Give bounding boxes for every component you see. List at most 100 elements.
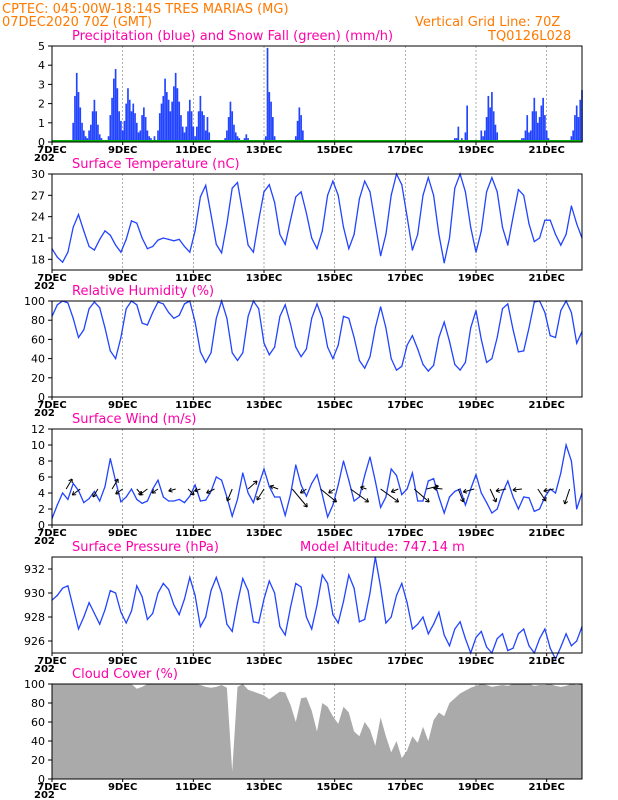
pressure-point [136, 585, 138, 587]
humidity-point [438, 336, 440, 339]
humidity-point [380, 306, 382, 308]
precip-bar [302, 130, 304, 142]
wind-point [380, 506, 382, 508]
precip-bar [533, 97, 536, 142]
precip-bar [489, 107, 491, 142]
wind-point [168, 500, 170, 502]
precip-bar [457, 126, 460, 142]
wind-point [321, 494, 323, 496]
wind-point [146, 500, 148, 502]
temperature-point [576, 223, 578, 225]
humidity-frame [51, 300, 583, 398]
cloud-date-label: 11DEC [175, 782, 211, 793]
precip-bar [130, 111, 133, 142]
pressure-point [168, 588, 170, 591]
temperature-point [157, 239, 159, 241]
wind-date-label: 11DEC [175, 528, 211, 539]
pressure-point [464, 638, 466, 640]
humidity-ytick-label: 100 [24, 295, 45, 308]
precip-bar [79, 107, 82, 142]
precip-bar [81, 122, 83, 142]
wind-point [342, 460, 345, 462]
wind-arrow-head [462, 488, 468, 494]
humidity-date-label: 15DEC [316, 400, 352, 411]
humidity-point [369, 356, 371, 358]
wind-point [305, 495, 307, 497]
temperature-point [565, 233, 567, 235]
precip-bar [466, 105, 469, 142]
grid-line-note: Vertical Grid Line: 70Z [415, 15, 560, 30]
wind-arrow [360, 486, 367, 490]
precip-bar [531, 111, 534, 142]
precip-bar [264, 136, 267, 142]
humidity-date-label: 7DEC [37, 400, 66, 411]
pressure-point [448, 645, 451, 647]
humidity-point [242, 352, 244, 354]
temperature-point [146, 248, 148, 250]
pressure-point [496, 638, 498, 640]
precip-bar [158, 113, 161, 142]
wind-ytick-label: 8 [38, 455, 45, 468]
wind-point [311, 482, 313, 484]
pressure-point [125, 622, 127, 624]
wind-arrow-head [332, 498, 338, 503]
pressure-point [316, 604, 318, 606]
wind-point [369, 456, 371, 458]
pressure-point [517, 633, 520, 635]
humidity-point [157, 301, 159, 303]
precip-bar [229, 101, 232, 142]
humidity-point [496, 336, 498, 339]
pressure-point [311, 628, 313, 630]
pressure-point [205, 616, 207, 618]
precip-bar [544, 115, 546, 142]
temperature-point [136, 222, 138, 224]
temperature-point [380, 255, 382, 257]
temperature-point [152, 245, 154, 248]
pressure-point [501, 633, 504, 635]
humidity-point [194, 321, 196, 323]
wind-point [258, 484, 260, 486]
wind-point [427, 480, 429, 482]
temperature-point [507, 244, 509, 246]
humidity-point [358, 359, 360, 362]
precip-bar [300, 115, 302, 142]
wind-point [295, 464, 297, 466]
temperature-ytick-label: 18 [31, 253, 45, 266]
precip-bar [204, 130, 207, 142]
humidity-point [507, 303, 509, 305]
temperature-point [364, 180, 366, 182]
humidity-point [316, 303, 318, 305]
precip-bar [121, 130, 124, 142]
precip-bar [153, 136, 156, 142]
wind-point [67, 498, 69, 500]
temperature-line [51, 171, 583, 264]
wind-point [544, 496, 546, 498]
humidity-point [168, 311, 170, 314]
temperature-point [77, 213, 80, 216]
temperature-point [433, 194, 435, 196]
humidity-point [67, 302, 69, 304]
wind-arrow [256, 488, 265, 501]
precip-bar [167, 99, 170, 142]
humidity-point [512, 329, 514, 331]
temperature-point [93, 249, 95, 251]
wind-arrow-head [459, 497, 465, 503]
humidity-ytick-label: 20 [31, 372, 45, 385]
wind-arrow [65, 478, 73, 490]
humidity-point [183, 303, 186, 305]
wind-arrow [291, 488, 308, 508]
wind-arrow-head [269, 484, 275, 490]
pressure-point [539, 638, 541, 640]
pressure-point [88, 602, 90, 604]
temperature-point [427, 177, 429, 179]
wind-date-label: 17DEC [387, 528, 423, 539]
precip-bar [181, 126, 184, 142]
temperature-point [464, 191, 466, 193]
humidity-date-label: 11DEC [175, 400, 211, 411]
wind-arrow [168, 488, 176, 492]
precip-bar [141, 115, 143, 142]
wind-arrow-head [206, 489, 211, 494]
humidity-point [136, 304, 138, 306]
wind-point [109, 458, 111, 460]
